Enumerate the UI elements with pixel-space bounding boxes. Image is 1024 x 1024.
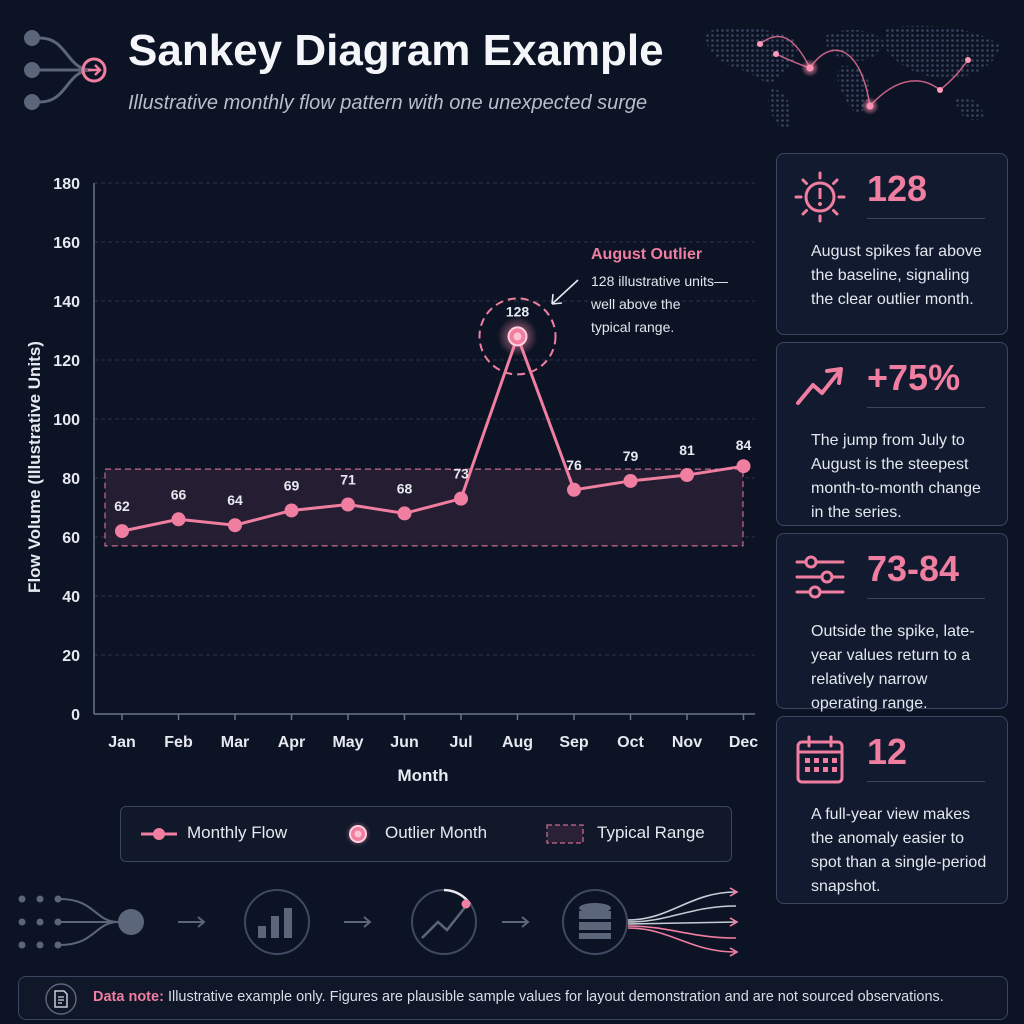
data-point	[680, 468, 694, 483]
y-tick-label: 0	[71, 707, 80, 724]
data-point	[228, 518, 242, 533]
data-note-label: Data note:	[93, 989, 164, 1005]
stat-description: A full-year view makes the anomaly easie…	[811, 806, 987, 895]
y-axis-label: Flow Volume (Illustrative Units)	[25, 341, 44, 593]
annotation-arrow	[551, 279, 579, 305]
stat-description: Outside the spike, late-year values retu…	[811, 623, 975, 712]
data-label: 84	[736, 437, 752, 453]
stat-card-range: 73-84 Outside the spike, late-year value…	[776, 533, 1008, 712]
x-tick-label: Aug	[502, 734, 533, 751]
x-tick-label: Sep	[559, 734, 589, 751]
data-label: 81	[679, 442, 695, 458]
x-tick-label: Apr	[278, 734, 306, 751]
x-tick-label: Oct	[617, 734, 644, 751]
output-flows-icon	[627, 887, 739, 957]
data-label: 69	[284, 477, 300, 493]
annotation-line: 128 illustrative units—	[591, 273, 728, 289]
data-label: 128	[506, 303, 530, 319]
y-tick-label: 160	[53, 235, 80, 252]
trend-up-arrow-icon	[796, 367, 843, 405]
data-note-text: Data note: Illustrative example only. Fi…	[93, 989, 944, 1005]
line-chart: 0 20 40 60 80 100 120 140 160 180 Jan Feb Mar Apr May…	[25, 176, 758, 785]
data-label: 66	[171, 486, 187, 502]
x-tick-label: Mar	[221, 734, 249, 751]
data-point	[736, 459, 751, 474]
trend-line-icon	[411, 888, 477, 955]
data-point	[567, 482, 581, 497]
annotation-line: well above the	[590, 296, 681, 312]
outlier-point-core	[513, 332, 522, 341]
data-point	[115, 524, 129, 539]
outlier-annotation: August Outlier 128 illustrative units— w…	[551, 246, 728, 335]
stat-value: +75%	[867, 357, 961, 398]
data-point	[454, 491, 468, 506]
world-map-graphic	[705, 25, 1000, 129]
x-tick-label: Dec	[729, 734, 758, 751]
annotation-line: typical range.	[591, 319, 674, 335]
stat-value: 73-84	[867, 548, 960, 589]
series-line-monthly-flow	[121, 331, 744, 533]
stat-value: 12	[867, 731, 908, 772]
legend-swatch-line	[141, 828, 177, 840]
alert-sun-icon	[794, 171, 846, 223]
pipeline-illustration	[18, 887, 739, 957]
calendar-icon	[796, 735, 844, 784]
arrow-right-icon	[344, 916, 372, 928]
x-tick-label: Jul	[449, 734, 472, 751]
legend-label-typical-range: Typical Range	[597, 823, 705, 842]
x-tick-label: Feb	[164, 734, 193, 751]
x-axis-label: Month	[398, 766, 449, 785]
data-label: 71	[340, 472, 356, 488]
data-label: 68	[397, 480, 413, 496]
data-point	[397, 506, 412, 521]
data-point	[341, 497, 355, 512]
legend-swatch-range	[546, 824, 584, 844]
data-note-body: Illustrative example only. Figures are p…	[167, 989, 944, 1005]
stat-description: The jump from July to August is the stee…	[811, 432, 981, 521]
stat-card-outlier-value: 128 August spikes far above the baseline…	[776, 153, 1008, 335]
y-tick-label: 80	[62, 471, 80, 488]
page-subtitle: Illustrative monthly flow pattern with o…	[128, 92, 648, 114]
stat-card-jump-percent: +75% The jump from July to August is the…	[776, 342, 1008, 526]
chart-legend: Monthly Flow Outlier Month Typical Range	[120, 806, 732, 862]
data-label: 79	[623, 448, 639, 464]
data-label: 73	[453, 466, 469, 482]
data-label: 76	[566, 457, 582, 473]
outlier-ring	[478, 297, 557, 376]
input-nodes-icon	[18, 895, 144, 949]
database-icon	[562, 889, 628, 955]
page-title: Sankey Diagram Example	[128, 26, 664, 75]
flow-merge-icon	[24, 30, 107, 110]
stat-description: August spikes far above the baseline, si…	[811, 243, 982, 308]
legend-label-monthly-flow: Monthly Flow	[187, 823, 288, 842]
y-tick-label: 20	[62, 648, 80, 665]
x-tick-label: Nov	[672, 734, 702, 751]
annotation-title: August Outlier	[591, 246, 702, 263]
x-tick-label: May	[332, 734, 363, 751]
x-tick-label: Jun	[390, 734, 418, 751]
document-icon	[45, 983, 77, 1015]
y-tick-label: 40	[62, 589, 80, 606]
x-tick-label: Jan	[108, 734, 136, 751]
data-label: 64	[227, 492, 243, 508]
data-note-bar: Data note: Illustrative example only. Fi…	[18, 976, 1008, 1020]
legend-label-outlier-month: Outlier Month	[385, 823, 488, 842]
arrow-right-icon	[178, 916, 206, 928]
sliders-icon	[795, 555, 845, 599]
data-point	[284, 503, 299, 518]
stat-value: 128	[867, 168, 928, 209]
legend-swatch-outlier	[345, 821, 371, 847]
y-tick-label: 100	[53, 412, 80, 429]
data-point	[171, 512, 186, 527]
arrow-right-icon	[502, 916, 530, 928]
y-tick-label: 140	[53, 294, 80, 311]
y-tick-label: 180	[53, 176, 80, 193]
data-label: 62	[114, 498, 130, 514]
y-tick-label: 120	[53, 353, 80, 370]
bar-chart-icon	[244, 889, 310, 955]
stat-card-month-count: 12 A full-year view makes the anomaly ea…	[776, 716, 1008, 904]
y-tick-label: 60	[62, 530, 80, 547]
data-point	[623, 473, 638, 488]
